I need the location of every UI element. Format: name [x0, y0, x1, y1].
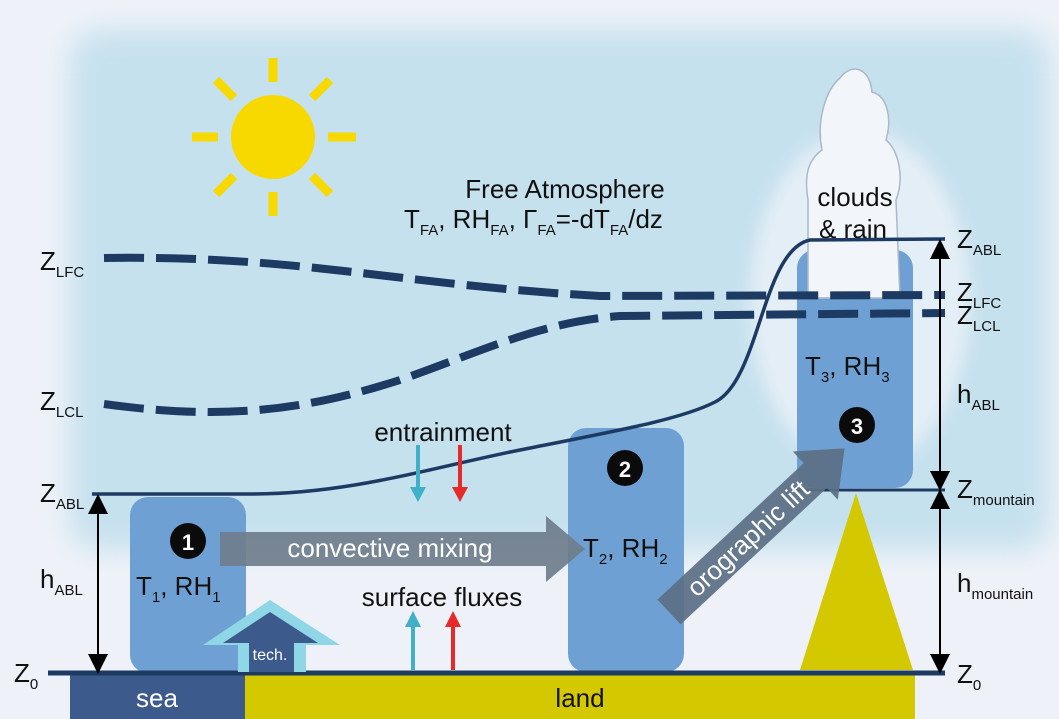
right-z-mountain-label: Zmountain — [957, 474, 1035, 509]
abl-top-line — [92, 237, 946, 496]
left-z-lfc-label: ZLFC — [40, 246, 84, 281]
box-2-label: T2, RH2 — [583, 533, 668, 568]
badge-2 — [607, 450, 643, 486]
badge-1-num: 1 — [182, 530, 194, 555]
convective-mixing-label: convective mixing — [287, 533, 492, 563]
right-h-mountain-label: hmountain — [957, 568, 1033, 603]
right-z-lcl-label: ZLCL — [957, 300, 1000, 335]
lcl-line — [103, 309, 946, 416]
land-strip — [245, 675, 915, 719]
tech-arrow-icon — [203, 600, 340, 672]
land-label: land — [555, 683, 604, 713]
free-atmosphere-title: Free Atmosphere — [465, 174, 664, 204]
badge-3 — [839, 407, 875, 443]
sun-icon — [192, 58, 356, 216]
lfc-line — [103, 253, 946, 301]
surface-fluxes-label: surface fluxes — [362, 582, 522, 612]
box-3-label: T3, RH3 — [805, 351, 890, 386]
left-z-lcl-label: ZLCL — [40, 386, 83, 421]
box-1-label: T1, RH1 — [136, 571, 221, 606]
right-z0-label: Z0 — [957, 659, 981, 694]
left-h-abl-label: hABL — [40, 564, 83, 599]
abl-box-2 — [568, 428, 684, 672]
sea-strip — [70, 675, 245, 719]
entrainment-label: entrainment — [374, 417, 512, 447]
convective-mixing-arrow — [220, 516, 585, 582]
free-atmosphere-equation: TFA, RHFA, ΓFA=-dTFA/dz — [404, 204, 663, 239]
entrainment-up-arrow-icon — [452, 445, 468, 502]
sea-label: sea — [136, 683, 178, 713]
entrainment-down-arrow-icon — [410, 445, 426, 502]
badge-1 — [170, 523, 206, 559]
right-z-lfc-label: ZLFC — [957, 277, 1001, 312]
left-z0-label: Z0 — [14, 658, 38, 693]
right-z-abl-label: ZABL — [957, 224, 1001, 259]
abl-box-1 — [130, 497, 246, 673]
clouds-label: clouds — [817, 182, 892, 212]
right-h-abl-label: hABL — [957, 379, 1000, 414]
mountain — [800, 493, 913, 670]
surface-flux-red-arrow-icon — [445, 611, 461, 670]
badge-3-num: 3 — [851, 414, 863, 439]
abl-box-3 — [797, 250, 913, 488]
surface-flux-cyan-arrow-icon — [405, 611, 421, 670]
tech-label: tech. — [253, 647, 288, 664]
badge-2-num: 2 — [619, 457, 631, 482]
left-z-abl-label: ZABL — [40, 478, 84, 513]
